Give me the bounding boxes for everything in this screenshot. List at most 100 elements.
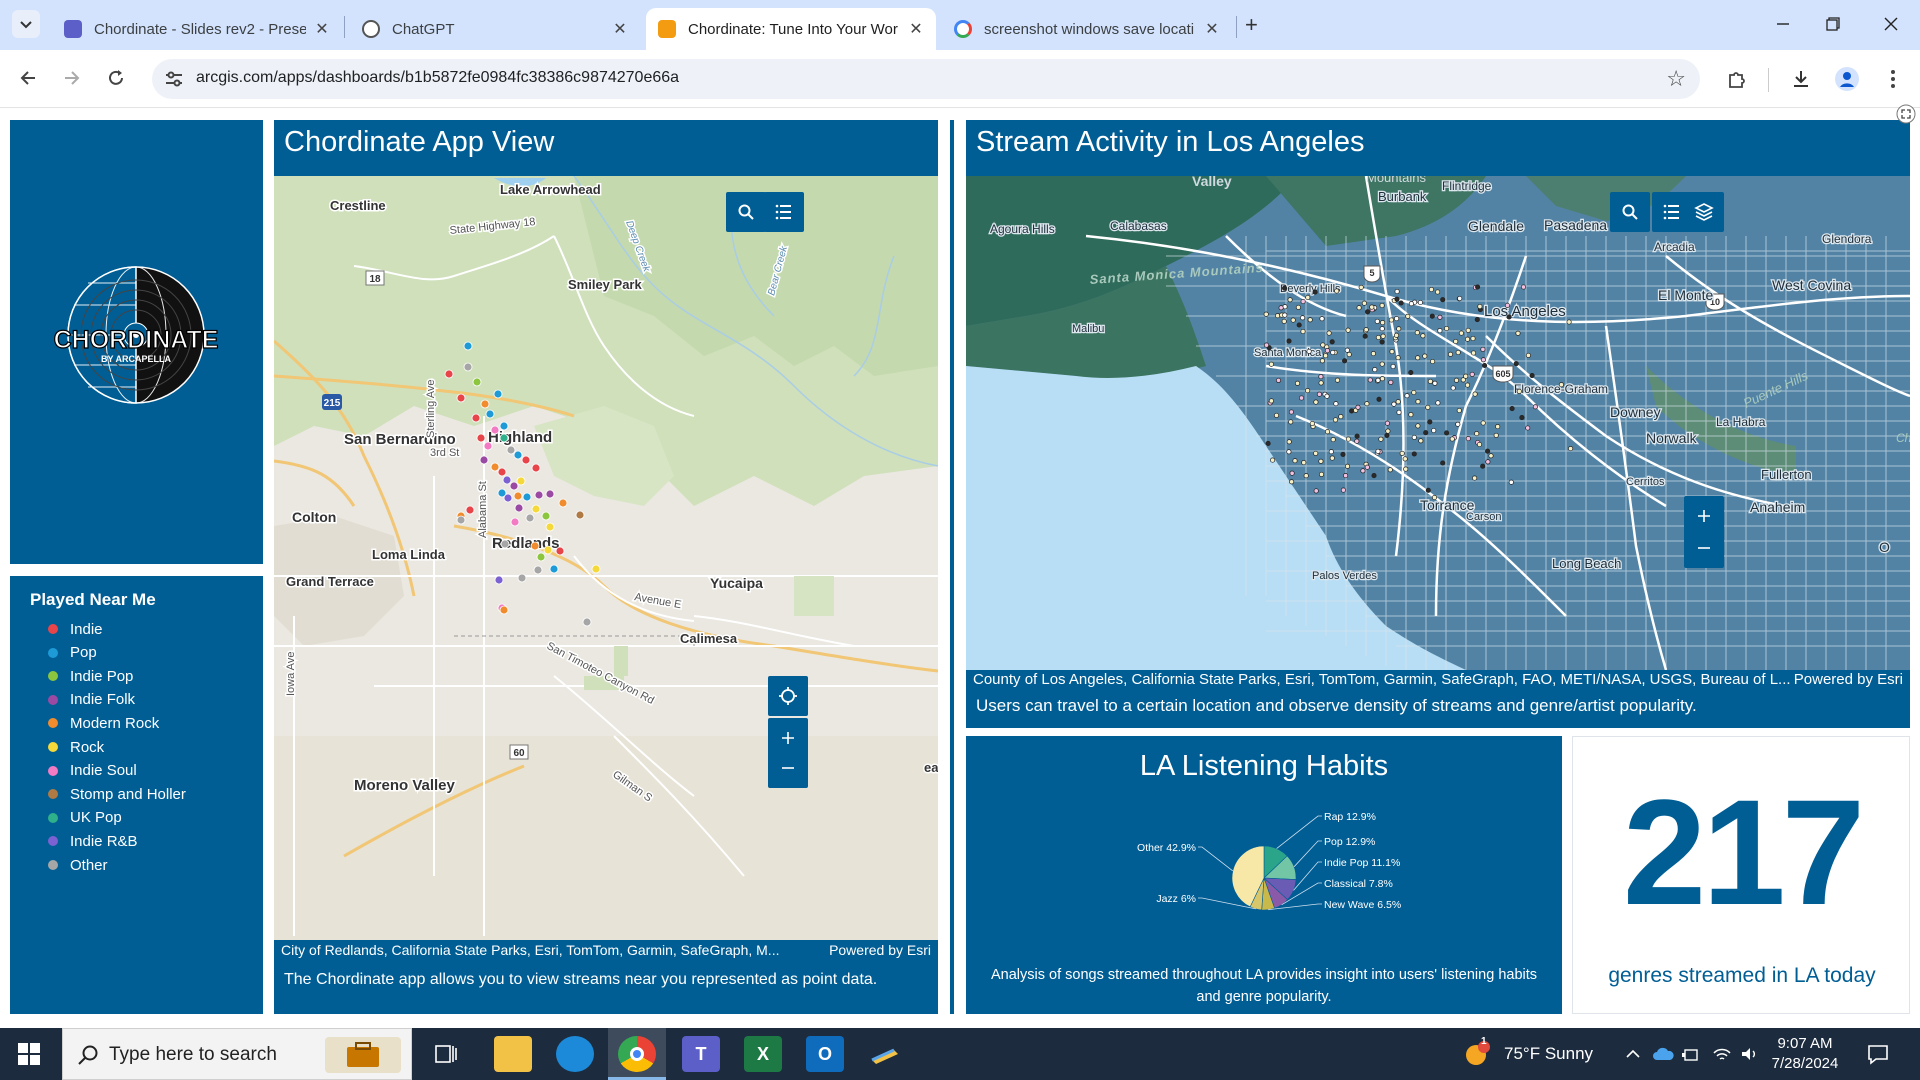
la-stream-point[interactable] [1298, 395, 1305, 401]
la-stream-point[interactable] [1509, 406, 1515, 412]
la-stream-point[interactable] [1566, 319, 1572, 325]
tab-close-icon[interactable]: ✕ [613, 21, 627, 38]
la-stream-point[interactable] [1450, 385, 1456, 391]
la-stream-point[interactable] [1330, 437, 1336, 443]
la-stream-point[interactable] [1402, 456, 1408, 462]
la-stream-point[interactable] [1427, 419, 1433, 425]
la-stream-point[interactable] [1324, 429, 1331, 435]
la-stream-point[interactable] [1326, 330, 1332, 336]
la-stream-point[interactable] [1396, 326, 1402, 332]
la-stream-point[interactable] [1319, 358, 1325, 364]
outlook-icon[interactable]: O [806, 1036, 844, 1072]
la-stream-point[interactable] [1513, 361, 1519, 367]
la-stream-point[interactable] [1379, 326, 1385, 332]
la-stream-point[interactable] [1437, 314, 1443, 320]
stream-point[interactable] [471, 413, 481, 423]
la-stream-point[interactable] [1275, 377, 1282, 383]
la-stream-point[interactable] [1369, 304, 1375, 310]
la-stream-point[interactable] [1273, 412, 1280, 418]
la-stream-point[interactable] [1437, 328, 1443, 334]
la-stream-point[interactable] [1474, 317, 1480, 323]
la-stream-point[interactable] [1320, 342, 1326, 348]
la-stream-point[interactable] [1415, 423, 1421, 429]
la-zoom-out-button[interactable] [1684, 528, 1724, 568]
edge-icon[interactable] [556, 1036, 594, 1072]
onedrive-cloud-icon[interactable] [1652, 1046, 1674, 1062]
pie-slice[interactable] [1231, 845, 1265, 908]
la-stream-point[interactable] [1346, 351, 1352, 358]
locate-button[interactable] [768, 676, 808, 716]
la-stream-point[interactable] [1287, 297, 1293, 303]
volume-icon[interactable] [1740, 1045, 1760, 1063]
la-stream-point[interactable] [1427, 378, 1433, 384]
tab-close-icon[interactable]: ✕ [1205, 21, 1219, 38]
la-stream-point[interactable] [1440, 460, 1446, 466]
la-stream-point[interactable] [1361, 300, 1367, 306]
la-stream-point[interactable] [1329, 339, 1335, 345]
tab-slides[interactable]: Chordinate - Slides rev2 - Prese ✕ [52, 8, 342, 50]
stream-point[interactable] [463, 341, 473, 351]
map-legend-button[interactable] [764, 192, 804, 232]
la-stream-point[interactable] [1265, 440, 1271, 446]
la-stream-point[interactable] [1375, 377, 1381, 383]
extensions-puzzle-icon[interactable] [1722, 64, 1752, 94]
stream-point[interactable] [513, 491, 523, 501]
stream-point[interactable] [525, 513, 535, 523]
la-stream-point[interactable] [1294, 380, 1301, 386]
la-stream-point[interactable] [1332, 417, 1339, 423]
la-stream-point[interactable] [1515, 330, 1521, 336]
stream-point[interactable] [463, 362, 473, 372]
la-stream-point[interactable] [1395, 355, 1401, 361]
stream-point[interactable] [517, 573, 527, 583]
la-stream-point[interactable] [1532, 404, 1538, 410]
la-stream-point[interactable] [1263, 342, 1270, 348]
chrome-icon[interactable] [618, 1036, 656, 1072]
stream-point[interactable] [499, 421, 509, 431]
la-stream-point[interactable] [1367, 377, 1373, 383]
la-stream-point[interactable] [1263, 311, 1269, 317]
la-stream-point[interactable] [1300, 298, 1306, 305]
la-stream-point[interactable] [1474, 431, 1480, 437]
la-stream-point[interactable] [1477, 303, 1483, 310]
app-view-map[interactable]: 18 215 60 Lake Arrowhead Crestline State… [274, 176, 938, 940]
la-stream-point[interactable] [1480, 357, 1486, 363]
la-stream-point[interactable] [1408, 412, 1414, 418]
la-stream-point[interactable] [1345, 436, 1351, 442]
la-stream-point[interactable] [1485, 448, 1491, 454]
la-stream-point[interactable] [1429, 313, 1435, 319]
la-stream-point[interactable] [1465, 327, 1471, 333]
la-stream-point[interactable] [1488, 453, 1494, 459]
stream-point[interactable] [514, 503, 524, 513]
la-stream-point[interactable] [1340, 487, 1346, 493]
battery-icon[interactable] [1682, 1045, 1702, 1063]
la-stream-point[interactable] [1388, 317, 1394, 323]
la-stream-point[interactable] [1307, 317, 1313, 323]
la-stream-point[interactable] [1525, 425, 1531, 431]
stream-point[interactable] [509, 481, 519, 491]
la-stream-point[interactable] [1480, 346, 1486, 352]
la-stream-point[interactable] [1318, 380, 1324, 386]
stream-point[interactable] [555, 546, 565, 556]
tab-search-button[interactable] [12, 10, 40, 38]
la-stream-point[interactable] [1470, 335, 1476, 342]
la-map-layers-button[interactable] [1684, 192, 1724, 232]
la-stream-point[interactable] [1309, 420, 1315, 427]
stream-point[interactable] [476, 433, 486, 443]
la-stream-point[interactable] [1387, 467, 1393, 473]
weather-widget[interactable]: 1 75°F Sunny [1462, 1028, 1593, 1080]
la-stream-point[interactable] [1324, 348, 1330, 354]
la-stream-point[interactable] [1435, 400, 1441, 406]
la-stream-point[interactable] [1422, 353, 1428, 359]
la-stream-point[interactable] [1405, 313, 1411, 319]
la-stream-point[interactable] [1330, 349, 1336, 356]
la-stream-point[interactable] [1379, 339, 1385, 345]
la-stream-point[interactable] [1472, 475, 1478, 481]
la-stream-point[interactable] [1504, 302, 1510, 308]
la-stream-point[interactable] [1415, 355, 1421, 361]
profile-avatar-icon[interactable] [1832, 64, 1862, 94]
stream-point[interactable] [522, 492, 532, 502]
la-stream-point[interactable] [1364, 401, 1370, 407]
la-stream-point[interactable] [1380, 333, 1386, 339]
la-stream-point[interactable] [1411, 451, 1417, 457]
la-stream-point[interactable] [1457, 295, 1463, 302]
